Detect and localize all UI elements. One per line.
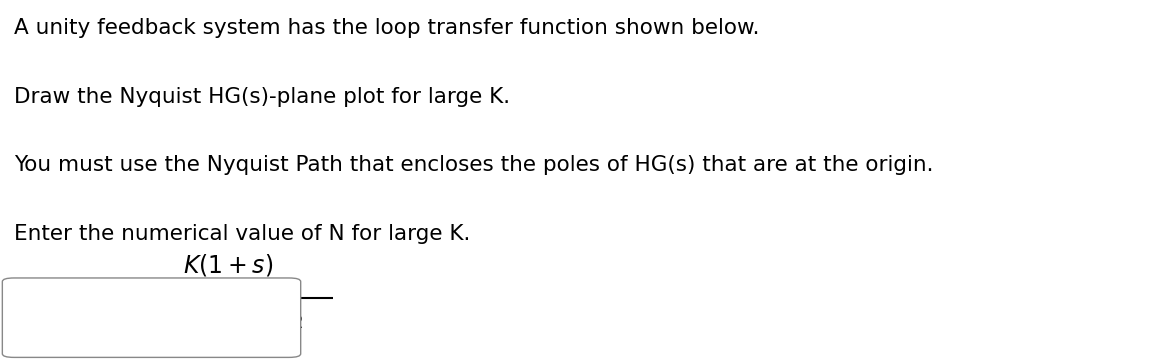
Text: $K(1+s)$: $K(1+s)$ [183, 252, 274, 278]
Text: You must use the Nyquist Path that encloses the poles of HG(s) that are at the o: You must use the Nyquist Path that enclo… [14, 155, 934, 175]
Text: $s^2(1+s/20)^{\,2}$: $s^2(1+s/20)^{\,2}$ [153, 315, 303, 345]
Text: A unity feedback system has the loop transfer function shown below.: A unity feedback system has the loop tra… [14, 18, 759, 38]
FancyBboxPatch shape [2, 278, 301, 357]
Text: Draw the Nyquist HG(s)-plane plot for large K.: Draw the Nyquist HG(s)-plane plot for la… [14, 87, 510, 106]
Text: $HG(s) =$: $HG(s) =$ [14, 284, 115, 312]
Text: Enter the numerical value of N for large K.: Enter the numerical value of N for large… [14, 224, 470, 244]
